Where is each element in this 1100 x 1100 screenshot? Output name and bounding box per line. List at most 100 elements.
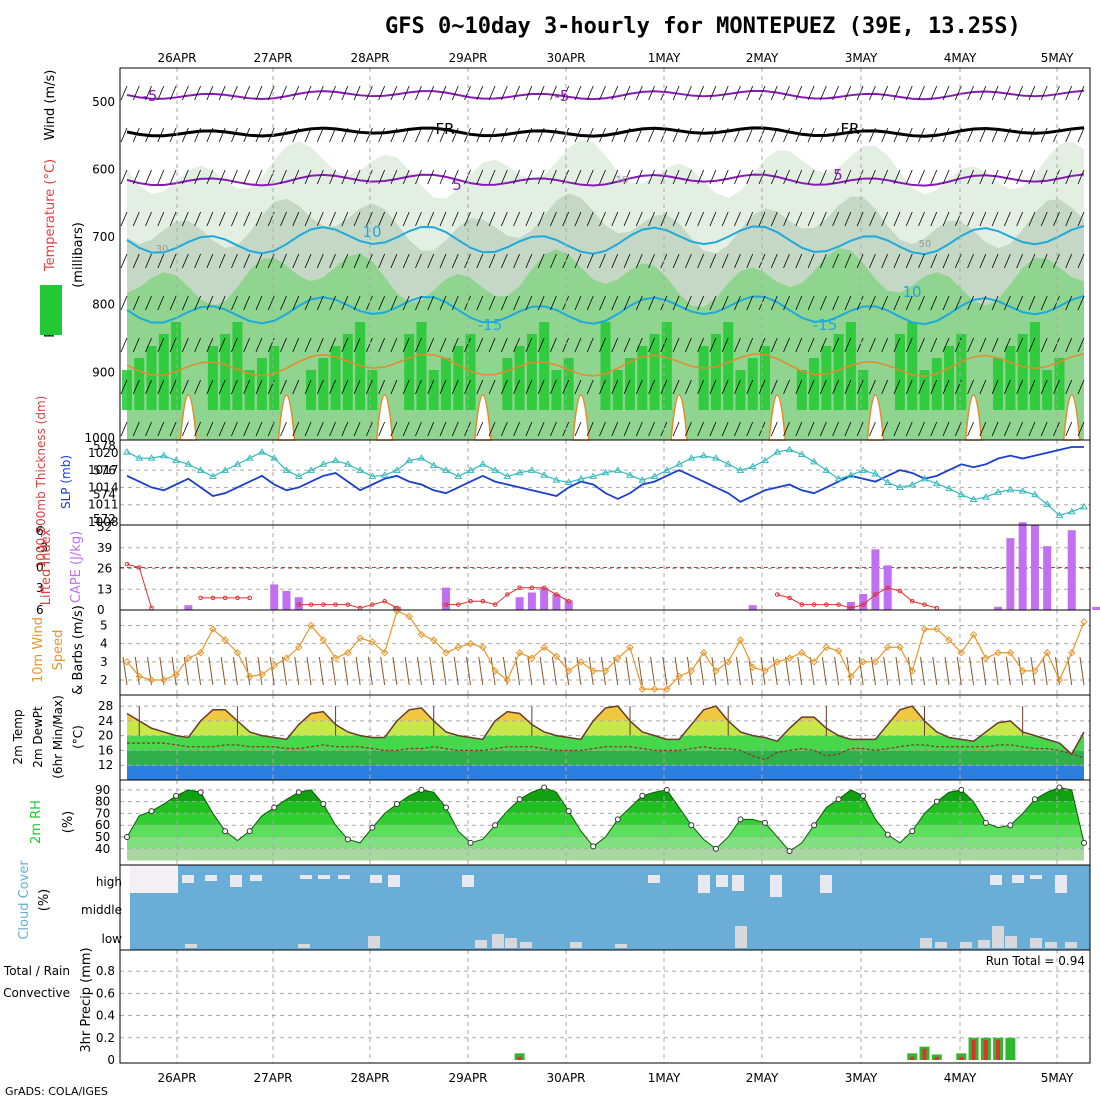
wind-barb [869,169,876,185]
wind-barb-10m [441,656,447,686]
cape-ytick: 13 [97,582,112,596]
wind-barb [905,85,913,101]
thickness-marker [282,466,291,473]
rh-plume [710,334,721,410]
cape-bar [527,592,536,610]
wind-speed-marker [123,658,131,666]
wind-barb [648,421,655,437]
wind-barb [132,421,140,437]
rh-plume [907,322,918,410]
wind-barb [942,337,950,353]
wind-barb [378,421,386,437]
wind-barb [819,85,827,101]
wind-barb [734,169,741,185]
rh-marker [786,848,793,855]
wind-barb [599,295,606,311]
wind-barb [819,421,827,437]
rh-plume [637,346,648,410]
wind-barb-10m [380,656,386,686]
wind-barb [537,421,545,437]
wind-barb [795,169,803,185]
wind-barb [206,253,214,269]
wind-speed-marker [994,649,1002,657]
wind-barb [991,169,999,185]
wind-barb [770,295,778,311]
lifted-index-marker [873,592,878,597]
wind-barb [709,295,717,311]
wind-barb [942,127,950,143]
precip-axis-label: 3hr Precip (mm) [79,947,94,1052]
thickness-marker [540,471,549,478]
wind-barb [243,337,251,353]
wind-barb [783,85,790,101]
rh-plume [735,370,746,410]
wind-speed-marker [368,638,377,646]
wind-barb [930,169,938,185]
wind-barb [316,379,324,395]
wind-barb [304,295,312,311]
wind-barb [488,127,496,143]
rh-marker [884,831,891,838]
thickness-marker [1067,507,1076,515]
rh-plume [698,346,709,410]
wind-barb [1040,85,1048,101]
wind-barb [390,169,398,185]
wind-speed-marker [712,667,720,675]
wind-barb [979,85,987,101]
wind-barb [464,211,471,227]
thickness-marker [1080,502,1088,510]
wind-barb [525,253,533,269]
wind-barb [1004,127,1011,143]
wind-barb [1028,169,1036,185]
rh-units-label: (%) [61,811,76,834]
wind-barb [635,253,643,269]
wind-barb [1004,295,1011,311]
wind-barb [918,127,925,143]
thickness-marker [969,495,978,503]
wind-barb [1065,127,1073,143]
rh-marker [271,804,278,811]
wind-barb [476,169,484,185]
wind-barb [451,169,459,185]
rh-plume [661,322,672,410]
rh-plume [1042,370,1053,410]
wind-barb [869,421,876,437]
wind-barb [194,253,201,269]
wind-barb [697,379,705,395]
cape-bar [294,597,303,610]
wind-barb-10m [1079,656,1085,686]
wind-barb [1077,379,1085,395]
wind-barb [415,127,422,143]
wind-barb [734,127,741,143]
wind-barb [280,127,287,143]
wind-barb [869,211,876,227]
wind-barb [206,211,214,227]
wind-barb [292,421,300,437]
rh-marker [1007,822,1014,829]
wind-barb-10m [956,656,962,686]
wind-barb [537,127,545,143]
wind-barb [611,85,619,101]
date-label-top: 5MAY [1041,51,1074,65]
thickness-marker [172,456,180,464]
wind-barb [120,127,128,143]
thickness-marker [405,456,414,464]
wind-barb [488,421,496,437]
wind-barb [550,169,557,185]
slp-ytick: 1017 [88,463,119,477]
wind-barb [586,169,594,185]
wind-barb [525,85,533,101]
thickness-marker [147,454,156,461]
temp-band [127,735,1084,751]
temp-contour-minus5 [126,89,1085,101]
wind-barb [500,379,508,395]
wind-barb [218,337,226,353]
cloud-high-bar [250,875,262,881]
wind-barb [169,127,177,143]
rh-plume [833,334,844,410]
wind-barb [280,169,287,185]
wind-barb [1077,169,1085,185]
date-label-top: 2MAY [746,51,779,65]
rh-marker [688,822,695,829]
